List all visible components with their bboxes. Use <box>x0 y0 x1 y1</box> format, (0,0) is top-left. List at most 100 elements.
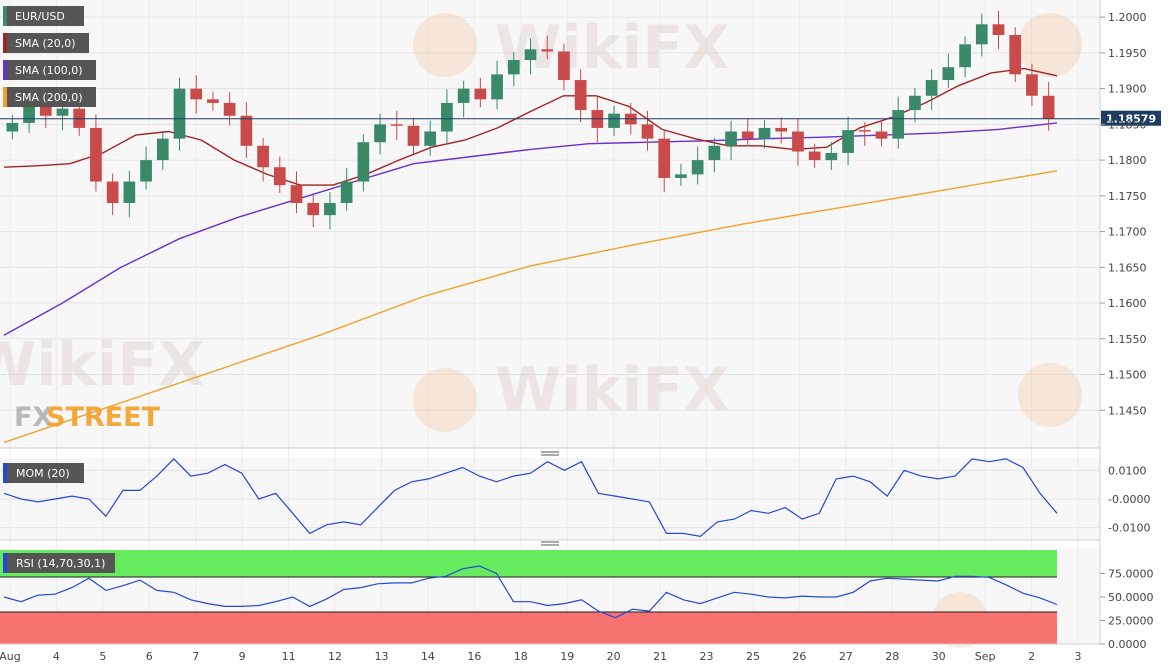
candle-body <box>474 88 487 100</box>
rsi-tick-label: 75.0000 <box>1108 568 1154 581</box>
rsi-tick-label: 0.0000 <box>1108 638 1147 651</box>
panel-separators <box>0 0 1101 645</box>
legend-sma100-swatch <box>3 60 7 80</box>
wikifx-watermark-1: WikiFX <box>413 13 729 83</box>
candle-body <box>1009 35 1022 75</box>
legend-sma20-bg <box>3 33 89 53</box>
wikifx-watermark-3: WikiFX <box>0 330 204 400</box>
candle-body <box>6 122 19 132</box>
x-tick-label: 13 <box>374 650 388 663</box>
wikifx-logo-circle-5 <box>1018 13 1082 77</box>
candle-body <box>825 152 838 161</box>
x-tick-label: 26 <box>792 650 806 663</box>
mom-tick-label: 0.0100 <box>1108 464 1147 477</box>
mom-legend-label: MOM (20) <box>16 467 70 480</box>
wikifx-watermark-2: WikiFX <box>413 355 729 432</box>
candle-body <box>775 127 788 132</box>
candle-body <box>290 185 303 203</box>
current-price-box <box>1101 110 1161 126</box>
candle-body <box>340 181 353 203</box>
x-tick-label: 30 <box>932 650 946 663</box>
candle-body <box>374 124 386 143</box>
mom-legend[interactable]: MOM (20) <box>3 463 84 483</box>
candle-body <box>123 181 136 203</box>
candle-body <box>39 102 52 116</box>
candle-body <box>708 145 721 161</box>
rsi-tick-label: 25.0000 <box>1108 615 1154 628</box>
legend-sma100-bg <box>3 60 96 80</box>
fxstreet-brand-street: STREET <box>46 402 161 433</box>
legend-sma20[interactable]: SMA (20,0) <box>3 33 89 53</box>
rsi-legend[interactable]: RSI (14,70,30,1) <box>3 553 115 573</box>
candle-body <box>190 88 203 100</box>
legend-sma20-label: SMA (20,0) <box>15 37 76 50</box>
candle-body <box>223 102 236 116</box>
wikifx-logo-circle-1 <box>413 13 477 77</box>
candle-body <box>424 131 437 146</box>
x-tick-label: Aug <box>0 650 21 663</box>
candle-body <box>140 160 152 182</box>
candle-body <box>792 131 804 152</box>
legend-sma200[interactable]: SMA (200,0) <box>3 87 96 107</box>
mom-legend-swatch <box>3 463 7 483</box>
rsi-line <box>3 565 1058 619</box>
momentum-line <box>3 458 1058 537</box>
price-tick-label: 1.1700 <box>1108 226 1147 239</box>
price-tick-label: 1.1500 <box>1108 369 1147 382</box>
x-tick-label: 23 <box>700 650 714 663</box>
x-tick-label: 2 <box>1028 650 1035 663</box>
grid-layer <box>0 0 1100 644</box>
price-tick-label: 1.1750 <box>1108 190 1147 203</box>
x-tick-label: 27 <box>839 650 853 663</box>
candle-body <box>942 67 955 81</box>
candle-body <box>507 60 520 75</box>
rsi-legend-swatch <box>3 553 7 573</box>
candle-body <box>975 24 988 45</box>
legend-eurusd-swatch <box>3 6 7 26</box>
price-tick-label: 1.1600 <box>1108 297 1147 310</box>
rsi-oversold-zone <box>0 612 1057 644</box>
legend-eurusd[interactable]: EUR/USD <box>3 6 84 26</box>
candle-body <box>959 44 971 68</box>
x-tick-label: 14 <box>421 650 435 663</box>
wikifx-logo-circle-2 <box>413 368 477 432</box>
candle-body <box>90 127 102 182</box>
legend-eurusd-label: EUR/USD <box>15 10 65 23</box>
rsi-legend-bg <box>3 553 115 573</box>
mom-tick-label: -0.0000 <box>1108 493 1150 506</box>
candle-body <box>558 51 570 81</box>
candle-body <box>56 108 69 116</box>
candle-body <box>909 95 921 111</box>
legend-sma100[interactable]: SMA (100,0) <box>3 60 96 80</box>
price-tick-label: 1.1650 <box>1108 261 1147 274</box>
x-tick-label: 4 <box>53 650 60 663</box>
candle-body <box>23 102 35 123</box>
rsi-legend-label: RSI (14,70,30,1) <box>16 557 105 570</box>
candle-body <box>992 24 1005 36</box>
candle-body <box>1042 95 1055 119</box>
x-tick-label: 19 <box>560 650 574 663</box>
x-tick-label: 3 <box>1075 650 1082 663</box>
candle-body <box>641 124 654 139</box>
wikifx-watermark-text-3: WikiFX <box>0 330 204 400</box>
candle-body <box>257 145 269 168</box>
price-tick-label: 1.1850 <box>1108 118 1147 131</box>
candle-body <box>307 202 320 216</box>
x-tick-label: 20 <box>607 650 621 663</box>
candle-body <box>240 115 253 146</box>
candle-body <box>357 142 370 182</box>
price-tick-label: 1.1900 <box>1108 83 1147 96</box>
price-tick-label: 1.1800 <box>1108 154 1147 167</box>
candle-body <box>491 74 503 100</box>
candle-body <box>675 174 687 178</box>
candle-body <box>441 102 453 132</box>
candle-body <box>658 138 671 178</box>
candle-body <box>842 130 854 153</box>
sma200-line <box>3 170 1058 444</box>
wikifx-logo-circle-4 <box>1018 363 1082 427</box>
candle-body <box>541 49 554 52</box>
candle-body <box>741 131 754 139</box>
x-tick-label: 7 <box>192 650 199 663</box>
